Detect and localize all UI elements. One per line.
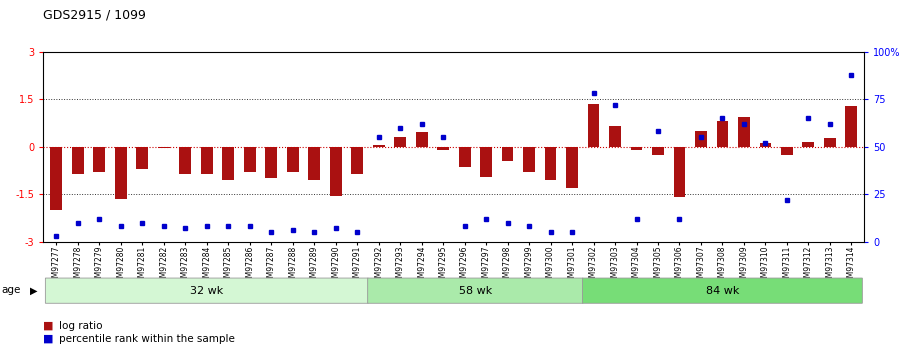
FancyBboxPatch shape — [45, 278, 368, 303]
Text: percentile rank within the sample: percentile rank within the sample — [59, 334, 234, 344]
Text: 32 wk: 32 wk — [190, 286, 224, 296]
Text: 84 wk: 84 wk — [706, 286, 739, 296]
Bar — [673, 147, 685, 197]
Bar — [523, 147, 535, 172]
Bar — [179, 147, 191, 174]
Bar — [309, 147, 320, 180]
Bar — [653, 147, 664, 155]
Bar — [223, 147, 234, 180]
Bar — [351, 147, 363, 174]
Bar — [93, 147, 105, 172]
Bar — [243, 147, 255, 172]
Text: ■: ■ — [43, 334, 54, 344]
Bar — [437, 147, 449, 150]
Bar — [567, 147, 578, 188]
Bar — [51, 147, 62, 210]
Bar — [803, 142, 814, 147]
Bar — [717, 121, 729, 147]
FancyBboxPatch shape — [367, 278, 583, 303]
Text: 58 wk: 58 wk — [459, 286, 492, 296]
Bar — [631, 147, 643, 150]
Bar — [738, 117, 750, 147]
Bar — [71, 147, 84, 174]
Bar — [545, 147, 557, 180]
Text: log ratio: log ratio — [59, 321, 102, 331]
Bar — [781, 147, 793, 156]
Bar — [759, 143, 771, 147]
Bar — [695, 131, 707, 147]
Bar — [481, 147, 492, 177]
Text: GDS2915 / 1099: GDS2915 / 1099 — [43, 9, 147, 22]
Bar — [137, 147, 148, 169]
Bar — [845, 106, 857, 147]
Bar — [265, 147, 277, 178]
Bar — [415, 132, 427, 147]
Bar — [587, 104, 599, 147]
Bar — [395, 137, 406, 147]
Text: ▶: ▶ — [30, 286, 37, 295]
Bar — [157, 147, 169, 148]
FancyBboxPatch shape — [583, 278, 862, 303]
Bar — [609, 126, 621, 147]
Bar — [201, 147, 213, 174]
Bar — [329, 147, 341, 196]
Bar — [459, 147, 471, 167]
Bar — [287, 147, 299, 172]
Bar — [824, 138, 836, 147]
Text: age: age — [2, 286, 21, 295]
Bar — [373, 145, 385, 147]
Bar — [115, 147, 127, 199]
Bar — [501, 147, 513, 161]
Text: ■: ■ — [43, 321, 54, 331]
